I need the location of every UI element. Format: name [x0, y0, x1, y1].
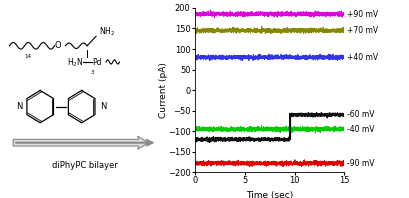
Text: -40 mV: -40 mV: [346, 125, 373, 134]
Text: 14: 14: [24, 54, 31, 59]
FancyArrow shape: [13, 136, 148, 149]
X-axis label: Time (sec): Time (sec): [245, 191, 292, 198]
Text: H$_2$N: H$_2$N: [67, 57, 83, 69]
Text: NH$_2$: NH$_2$: [99, 25, 115, 38]
Text: O: O: [55, 41, 61, 50]
Text: diPhyPC bilayer: diPhyPC bilayer: [52, 161, 118, 170]
Y-axis label: Current (pA): Current (pA): [158, 62, 167, 118]
Text: Pd: Pd: [92, 58, 101, 67]
Text: +40 mV: +40 mV: [346, 53, 377, 62]
Text: +70 mV: +70 mV: [346, 26, 377, 35]
Text: +90 mV: +90 mV: [346, 10, 377, 19]
Text: 3: 3: [90, 70, 94, 75]
Text: N: N: [99, 102, 106, 111]
Text: -60 mV: -60 mV: [346, 110, 373, 119]
Text: N: N: [16, 102, 22, 111]
Text: -90 mV: -90 mV: [346, 159, 373, 168]
